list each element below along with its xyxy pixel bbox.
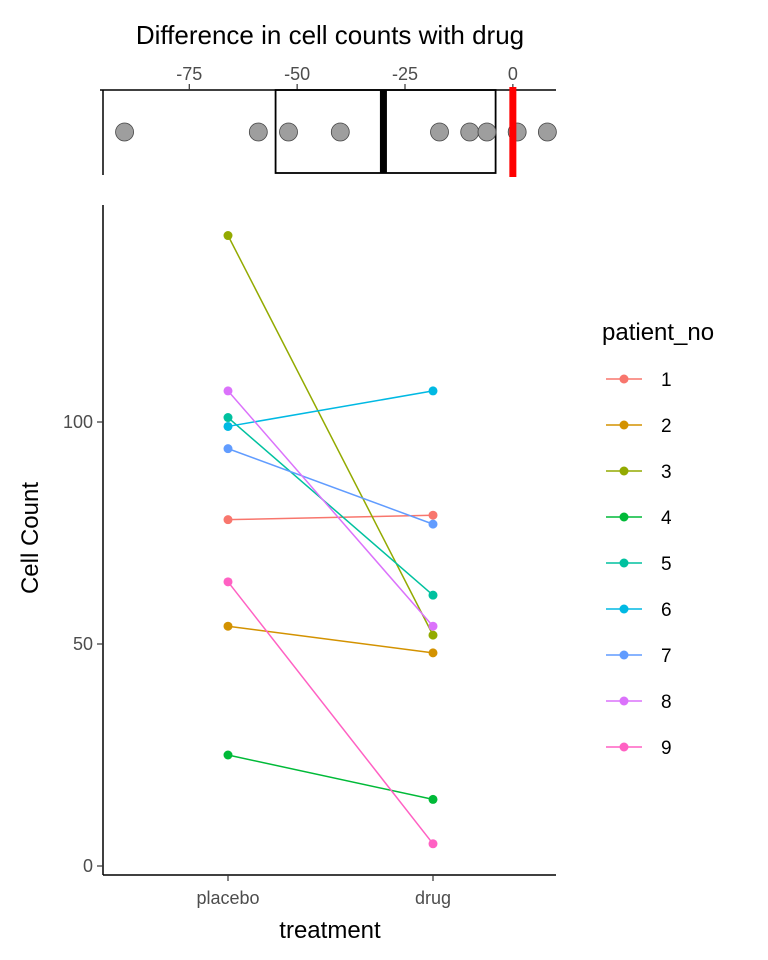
legend-key-point: [619, 420, 629, 430]
legend-label: 2: [661, 416, 672, 437]
legend-item-3: 3: [606, 462, 672, 483]
y-tick-label: 50: [73, 634, 93, 654]
patient-series-8: [223, 386, 438, 631]
series-point: [223, 231, 233, 241]
top-tick-label: -75: [176, 64, 202, 84]
series-point: [223, 386, 233, 396]
top-tick-label: -25: [392, 64, 418, 84]
x-tick-label: placebo: [196, 888, 259, 908]
x-tick-label: drug: [415, 888, 451, 908]
series-point: [428, 386, 438, 396]
y-tick-label: 100: [63, 412, 93, 432]
legend-item-4: 4: [606, 508, 672, 529]
cell-count-panel: 0 50 100 placebo drug: [63, 205, 556, 908]
difference-point: [330, 122, 350, 142]
y-tick-label: 0: [83, 856, 93, 876]
patient-series-1: [223, 510, 438, 525]
series-point: [223, 515, 233, 525]
legend-label: 1: [661, 370, 672, 391]
legend-key-point: [619, 604, 629, 614]
series-line: [227, 235, 434, 636]
series-point: [428, 648, 438, 658]
patient-series-5: [223, 413, 438, 600]
difference-point: [279, 122, 298, 142]
legend-item-5: 5: [606, 554, 672, 575]
legend-label: 4: [661, 508, 672, 529]
legend: patient_no 1 2 3 4 5 6 7 8 9: [602, 319, 714, 759]
series-point: [428, 510, 438, 520]
series-point: [428, 519, 438, 529]
series-line: [227, 416, 434, 596]
difference-point: [477, 122, 497, 142]
series-point: [428, 839, 438, 849]
legend-key-point: [619, 374, 629, 384]
series-line: [227, 625, 434, 654]
legend-key-point: [619, 512, 629, 522]
legend-item-8: 8: [606, 692, 672, 713]
legend-key-point: [619, 742, 629, 752]
legend-label: 7: [661, 646, 672, 667]
legend-key-point: [619, 558, 629, 568]
series-point: [223, 413, 233, 423]
series-point: [223, 421, 233, 431]
series-point: [223, 750, 233, 760]
series-point: [223, 444, 233, 454]
legend-label: 3: [661, 462, 672, 483]
legend-key-point: [619, 650, 629, 660]
legend-item-1: 1: [606, 370, 672, 391]
difference-point: [115, 122, 134, 142]
legend-label: 6: [661, 600, 672, 621]
series-point: [428, 630, 438, 640]
top-tick-label: 0: [508, 64, 518, 84]
top-tick-label: -50: [284, 64, 310, 84]
difference-point: [430, 122, 449, 142]
legend-item-9: 9: [606, 738, 672, 759]
legend-key-point: [619, 696, 629, 706]
patient-series-6: [223, 386, 438, 431]
series-point: [428, 621, 438, 631]
series-point: [223, 577, 233, 587]
legend-item-7: 7: [606, 646, 672, 667]
legend-key-point: [619, 466, 629, 476]
series-line: [227, 447, 434, 525]
series-line: [227, 754, 434, 801]
legend-label: 9: [661, 738, 672, 759]
series-line: [227, 514, 434, 521]
patient-series-7: [223, 444, 438, 529]
difference-point: [248, 122, 268, 142]
series-line: [227, 390, 434, 428]
legend-label: 8: [661, 692, 672, 713]
difference-point: [460, 122, 480, 142]
difference-point: [537, 122, 557, 142]
patient-series-9: [223, 577, 438, 849]
y-axis-title: Cell Count: [17, 482, 44, 594]
series-point: [223, 621, 233, 631]
legend-title: patient_no: [602, 319, 714, 346]
legend-item-6: 6: [606, 600, 672, 621]
patient-series-3: [223, 231, 438, 640]
difference-panel: -75 -50 -25 0: [100, 64, 557, 177]
legend-item-2: 2: [606, 416, 672, 437]
series-line: [227, 390, 434, 627]
top-chart-title: Difference in cell counts with drug: [136, 20, 524, 50]
legend-label: 5: [661, 554, 672, 575]
series-line: [227, 581, 434, 845]
series-point: [428, 794, 438, 804]
series-point: [428, 590, 438, 600]
patient-series-2: [223, 621, 438, 658]
x-axis-title: treatment: [279, 917, 381, 944]
patient-series-4: [223, 750, 438, 804]
